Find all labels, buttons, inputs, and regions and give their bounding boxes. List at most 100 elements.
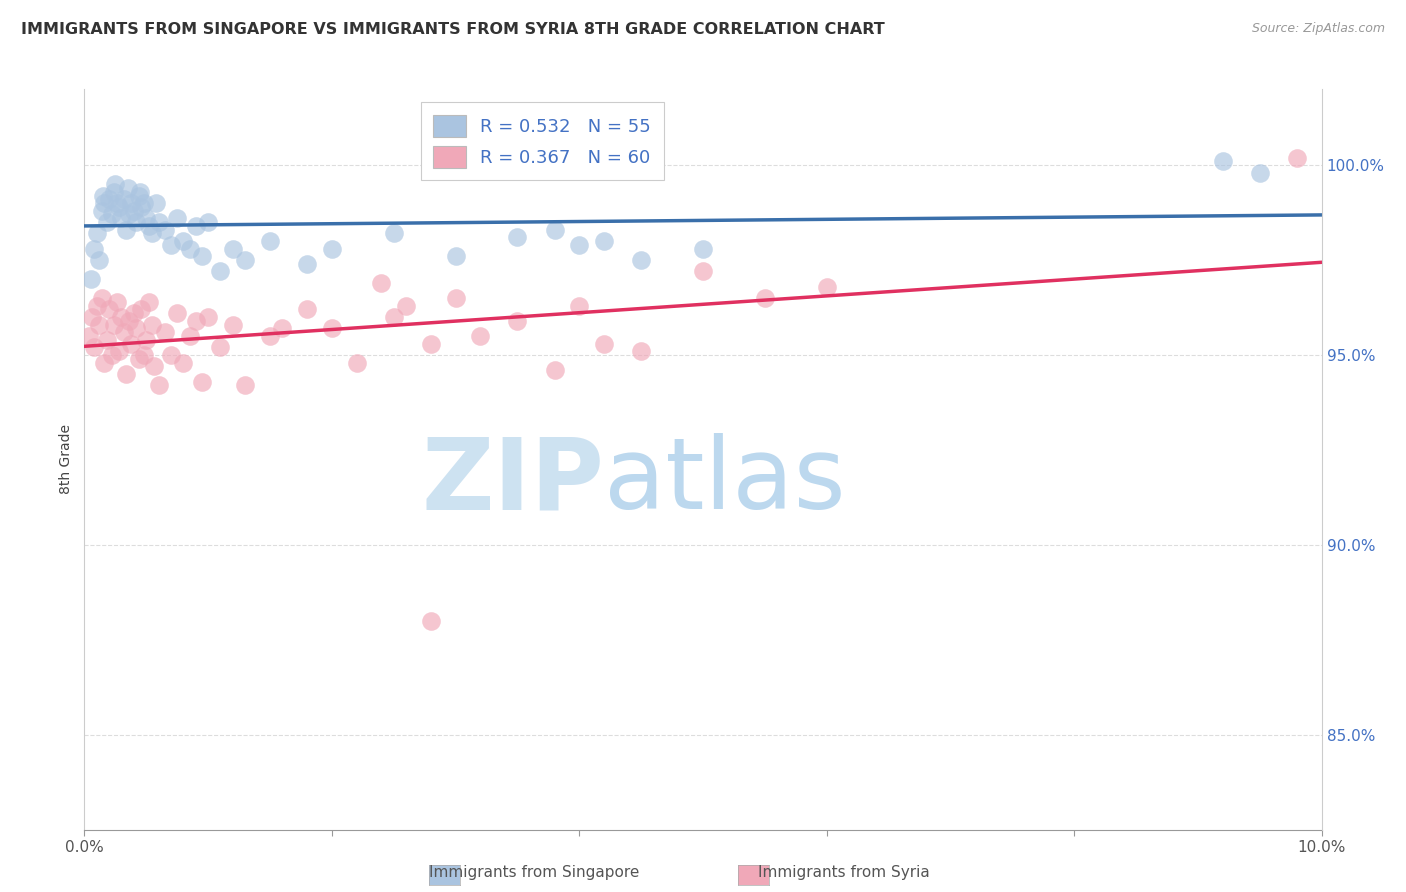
Point [321,321,343,335]
Point [91,188,114,202]
Point [444,291,467,305]
Point [79,272,101,286]
Point [115,367,138,381]
Point [141,318,163,332]
Point [118,314,141,328]
Point [141,227,163,241]
Point [444,249,467,263]
Point [815,279,838,293]
Point [129,302,152,317]
Point [630,253,652,268]
Point [96,215,118,229]
Point [120,336,142,351]
Point [506,314,529,328]
Point [1285,151,1308,165]
Point [103,185,125,199]
Point [122,306,145,320]
Point [470,329,492,343]
Point [135,211,157,226]
Point [110,310,132,324]
Point [86,227,108,241]
Point [259,234,281,248]
Legend: R = 0.532   N = 55, R = 0.367   N = 60: R = 0.532 N = 55, R = 0.367 N = 60 [420,102,664,180]
Point [506,230,529,244]
Point [96,333,118,347]
Point [271,321,294,335]
Point [128,188,150,202]
Y-axis label: 8th Grade: 8th Grade [59,425,73,494]
Point [568,238,591,252]
Text: Immigrants from Syria: Immigrants from Syria [758,865,929,880]
Point [125,321,148,335]
Text: atlas: atlas [605,434,845,530]
Point [132,196,155,211]
Point [295,302,318,317]
Point [145,196,167,211]
Point [166,211,188,226]
Point [128,351,150,366]
Point [118,207,141,221]
Point [209,264,232,278]
Point [90,203,112,218]
Point [295,257,318,271]
Point [543,222,565,236]
Point [160,348,183,362]
Point [233,253,256,268]
Point [148,215,170,229]
Point [148,378,170,392]
Point [179,242,201,256]
Point [593,336,616,351]
Point [382,227,405,241]
Point [108,200,131,214]
Point [346,355,368,369]
Point [419,614,441,628]
Point [754,291,776,305]
Point [184,314,207,328]
Point [172,355,194,369]
Point [593,234,616,248]
Point [100,348,122,362]
Point [129,185,152,199]
Point [179,329,201,343]
Point [132,348,155,362]
Point [129,200,152,214]
Point [79,329,101,343]
Point [93,196,115,211]
Point [89,318,111,332]
Point [197,310,219,324]
Text: ZIP: ZIP [422,434,605,530]
Point [115,222,138,236]
Point [382,310,405,324]
Point [125,215,148,229]
Point [83,340,105,354]
Point [191,375,214,389]
Point [692,264,714,278]
Point [191,249,214,263]
Point [692,242,714,256]
Point [153,222,176,236]
Point [90,291,112,305]
Point [222,318,245,332]
Text: Immigrants from Singapore: Immigrants from Singapore [429,865,640,880]
Point [1249,166,1271,180]
Point [110,211,132,226]
Point [80,310,103,324]
Point [142,359,165,374]
Point [112,325,135,339]
Point [98,192,121,206]
Point [89,253,111,268]
Point [108,344,131,359]
Point [153,325,176,339]
Point [568,299,591,313]
Point [259,329,281,343]
Point [197,215,219,229]
Point [138,294,160,309]
Point [138,219,160,233]
Point [103,318,125,332]
Point [172,234,194,248]
Point [160,238,183,252]
Point [122,203,145,218]
Point [117,181,139,195]
Point [321,242,343,256]
Point [222,242,245,256]
